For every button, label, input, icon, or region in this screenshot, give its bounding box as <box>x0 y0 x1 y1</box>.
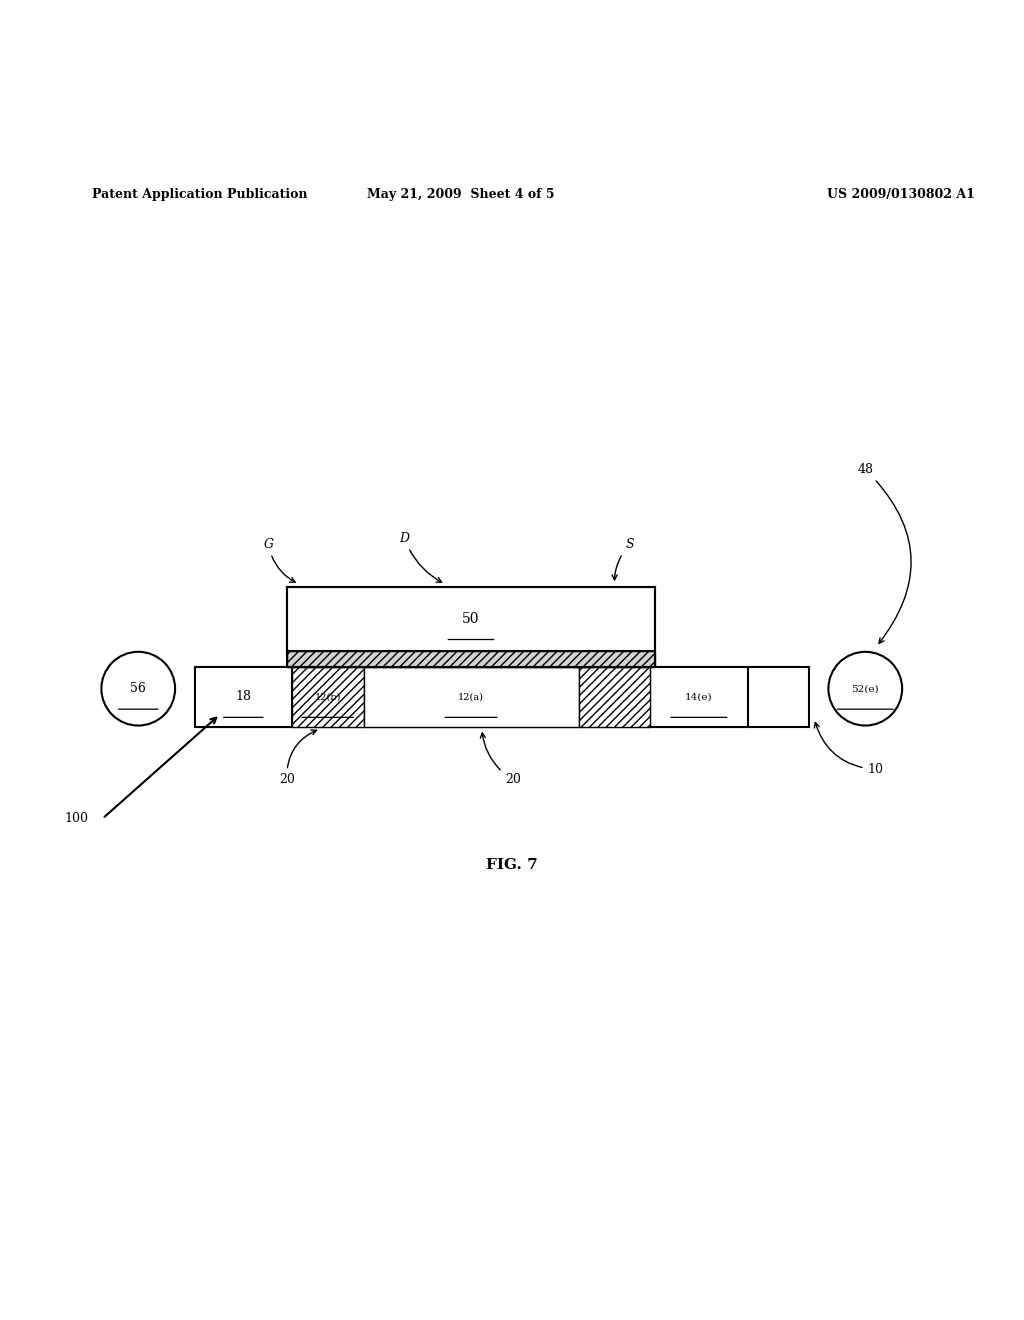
Text: US 2009/0130802 A1: US 2009/0130802 A1 <box>827 187 975 201</box>
Bar <box>364 667 579 726</box>
Text: 12(b): 12(b) <box>314 693 341 701</box>
Text: Patent Application Publication: Patent Application Publication <box>92 187 307 201</box>
Bar <box>195 667 292 726</box>
Text: 100: 100 <box>65 812 89 825</box>
Text: 10: 10 <box>814 722 884 776</box>
Bar <box>287 651 655 667</box>
Text: 20: 20 <box>279 730 316 787</box>
Text: 52(e): 52(e) <box>852 684 879 693</box>
Circle shape <box>101 652 175 726</box>
Text: 18: 18 <box>236 690 251 704</box>
Text: 14(e): 14(e) <box>685 693 713 701</box>
Text: 12(a): 12(a) <box>458 693 484 701</box>
Bar <box>287 587 655 667</box>
Text: S: S <box>612 537 634 579</box>
Text: May 21, 2009  Sheet 4 of 5: May 21, 2009 Sheet 4 of 5 <box>367 187 555 201</box>
Text: 20: 20 <box>480 733 521 787</box>
Text: FIG. 7: FIG. 7 <box>486 858 538 871</box>
Bar <box>287 587 655 651</box>
Text: D: D <box>399 532 441 582</box>
Circle shape <box>828 652 902 726</box>
Bar <box>579 667 650 726</box>
Text: 56: 56 <box>130 682 146 696</box>
Bar <box>195 667 809 726</box>
Bar <box>292 667 364 726</box>
Bar <box>650 667 748 726</box>
Text: G: G <box>263 537 295 582</box>
Text: 50: 50 <box>462 612 480 626</box>
Text: 48: 48 <box>857 463 911 643</box>
